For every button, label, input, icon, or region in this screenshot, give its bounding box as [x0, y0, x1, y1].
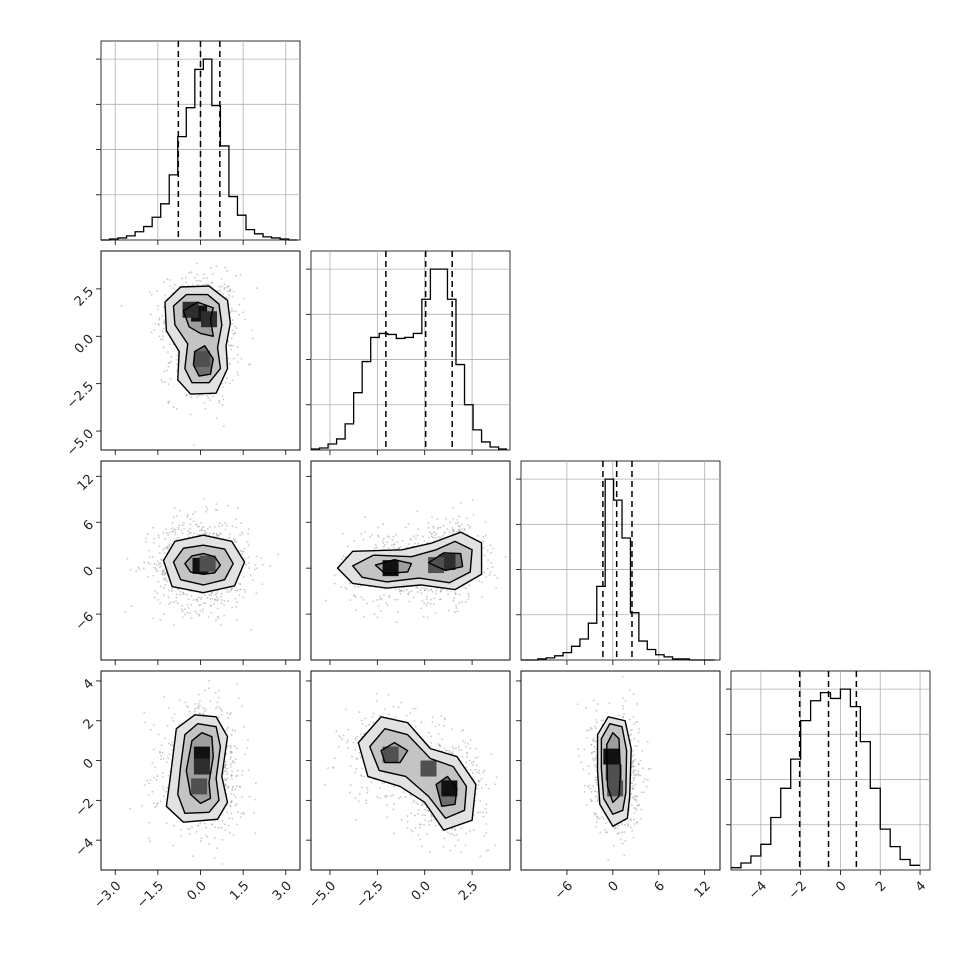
xtick-label-p3-1: −2 [786, 879, 810, 903]
hist-axes-p1 [310, 250, 511, 451]
hist-panel-p2 [516, 460, 721, 661]
hist-steps-p0 [101, 58, 298, 241]
hist-panel-p1 [306, 250, 511, 451]
contour-p2-p3-2 [606, 731, 622, 804]
xtick-label-p1-3: 2.5 [456, 879, 481, 904]
contour-p1-p2-1 [351, 540, 473, 584]
scatter-panel-p2-p3 [520, 670, 721, 871]
contour-p2-p3-1 [600, 723, 628, 815]
contour-p1-p3-0 [357, 716, 477, 831]
ytick-label-p1-2: 0.0 [72, 332, 97, 357]
contour-p0-p3-1 [177, 723, 222, 814]
density-peak-p2-p3-0 [603, 748, 620, 765]
xtick-label-p1-2: 0.0 [409, 879, 434, 904]
hist-steps-p3 [731, 688, 921, 869]
hist-panel-p0 [96, 40, 301, 241]
xtick-label-p1-0: −5.0 [306, 879, 339, 912]
ytick-label-p1-3: 2.5 [72, 284, 97, 309]
xtick-label-p2-2: 6 [652, 879, 668, 895]
hist-steps-p1 [311, 268, 508, 450]
contour-p1-p3-2 [380, 741, 409, 764]
scatter-panel-p1-p3 [310, 670, 511, 871]
contour-p0-p2-2 [184, 552, 222, 575]
xtick-label-p0-1: −1.5 [134, 879, 167, 912]
density-peak-p0-p2-1 [199, 555, 216, 572]
xtick-label-p2-3: 12 [692, 879, 714, 901]
contour-p0-p1-3 [192, 345, 214, 377]
contour-p0-p2-1 [172, 544, 234, 586]
xtick-label-p0-0: −3.0 [92, 879, 125, 912]
hist-axes-p2 [520, 460, 721, 661]
density-peak-p1-p3-1 [382, 746, 399, 763]
contour-p1-p3-3 [435, 775, 458, 808]
contour-p1-p2-2 [374, 559, 413, 575]
xtick-label-p0-4: 3.0 [270, 879, 295, 904]
contour-p0-p1-0 [164, 285, 232, 395]
density-peak-p0-p1-3 [201, 311, 218, 328]
ytick-label-p3-4: 4 [81, 676, 97, 692]
xtick-label-p0-2: 0.0 [185, 879, 210, 904]
ytick-label-p2-3: 12 [75, 472, 97, 494]
density-peak-p0-p1-2 [182, 301, 199, 318]
density-peak-p1-p3-2 [420, 760, 437, 777]
density-peak-p2-p3-1 [605, 764, 622, 781]
contour-p0-p1-1 [172, 293, 223, 384]
xtick-label-p3-3: 2 [873, 879, 889, 895]
xtick-label-p2-1: 0 [606, 879, 622, 895]
hist-steps-p2 [521, 478, 715, 661]
density-peak-p1-p2-0 [382, 560, 399, 577]
density-peak-p0-p1-1 [193, 351, 210, 368]
contour-p1-p3-1 [369, 728, 468, 819]
contour-p0-p1-2 [182, 301, 214, 337]
xtick-label-p3-2: 0 [833, 879, 849, 895]
xtick-label-p0-3: 1.5 [227, 879, 252, 904]
contour-p0-p3-0 [165, 714, 229, 823]
contour-p0-p2-0 [162, 534, 246, 594]
ytick-label-p3-0: −4 [73, 836, 97, 860]
xtick-label-p3-0: −4 [746, 879, 770, 903]
contour-p2-p3-0 [596, 716, 632, 827]
density-peak-p0-p3-2 [191, 778, 208, 795]
ytick-label-p3-1: −2 [73, 796, 97, 820]
contour-p1-p2-0 [336, 531, 483, 591]
ytick-label-p3-2: 0 [81, 756, 97, 772]
contour-p0-p3-2 [185, 731, 214, 805]
xtick-label-p2-0: −6 [552, 879, 576, 903]
density-peak-p1-p3-0 [441, 780, 458, 797]
ytick-label-p2-1: 0 [81, 564, 97, 580]
scatter-panel-p0-p1 [100, 250, 301, 451]
ytick-label-p2-0: −6 [73, 610, 97, 634]
scatter-panel-p1-p2 [310, 460, 511, 661]
xtick-label-p3-4: 4 [913, 879, 929, 895]
ytick-label-p3-3: 2 [81, 716, 97, 732]
scatter-panel-p0-p2 [100, 460, 301, 661]
density-peak-p0-p3-1 [193, 758, 210, 775]
ytick-label-p1-0: −5.0 [64, 426, 97, 459]
ytick-label-p2-2: 6 [81, 518, 97, 534]
hist-axes-p3 [730, 670, 931, 871]
xtick-label-p1-1: −2.5 [354, 879, 387, 912]
contour-p1-p2-3 [427, 552, 464, 572]
scatter-panel-p0-p3 [100, 670, 301, 871]
hist-panel-p3 [726, 670, 931, 871]
ytick-label-p1-1: −2.5 [64, 379, 97, 412]
density-peak-p1-p2-2 [428, 557, 445, 574]
